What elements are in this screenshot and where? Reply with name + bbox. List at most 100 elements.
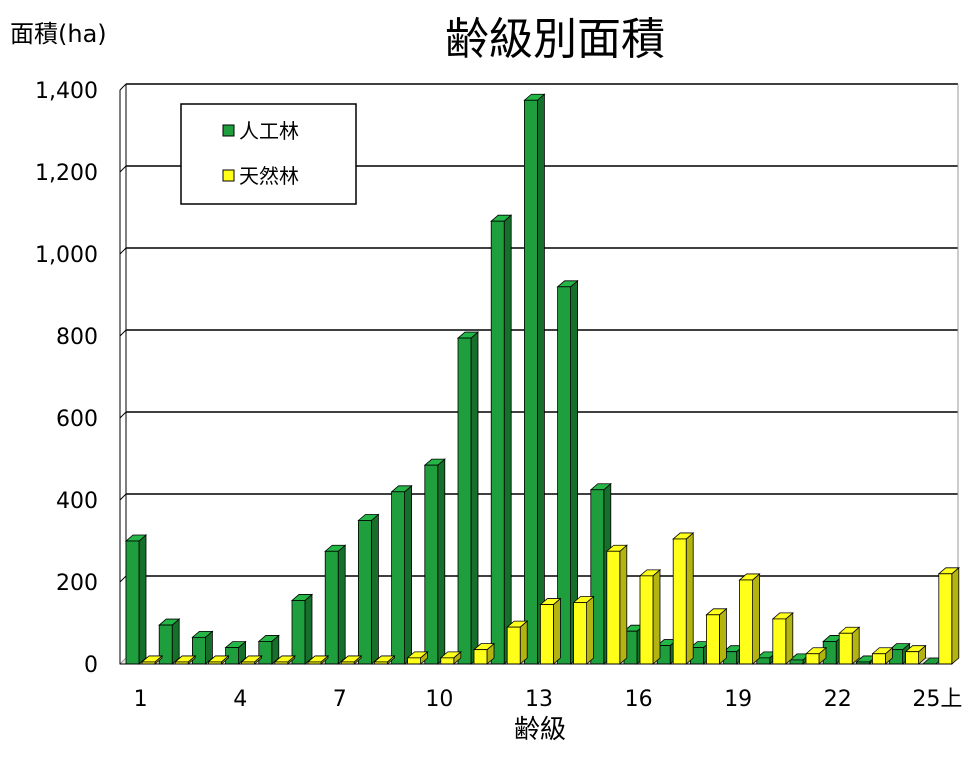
x-tick-label: 7 [333, 687, 347, 712]
legend-label: 天然林 [239, 164, 299, 188]
bar-front [524, 99, 538, 665]
bar-side [519, 620, 528, 665]
bar-natural-5 [273, 655, 296, 665]
bar-side [337, 544, 346, 665]
x-axis-label: 齢級 [514, 715, 566, 745]
bar-front [291, 600, 306, 665]
bar-plantation-11 [456, 331, 480, 665]
x-tick-label: 1 [134, 687, 148, 712]
bar-front [440, 657, 455, 665]
bar-plantation-6 [290, 593, 314, 665]
bar-front [706, 614, 720, 665]
bar-natural-1 [140, 655, 164, 665]
bar-side [553, 597, 561, 665]
bar-front [872, 653, 886, 665]
y-tick-label: 200 [56, 571, 98, 596]
bar-natural-18 [705, 607, 728, 665]
bar-front [457, 337, 472, 665]
bar-front [191, 636, 206, 665]
bar-natural-10 [439, 650, 462, 665]
bar-natural-23 [871, 646, 894, 665]
bar-plantation-10 [423, 458, 446, 665]
bar-front [639, 575, 654, 665]
x-tick-label: 19 [724, 687, 752, 712]
bar-plantation-2 [158, 618, 181, 665]
x-tick-label: 10 [425, 687, 453, 712]
legend-swatch [222, 124, 235, 137]
bar-side [752, 573, 760, 665]
bar-front [540, 604, 554, 665]
bar-side [370, 513, 379, 665]
x-tick-label: 16 [625, 687, 653, 712]
x-tick-label: 4 [233, 687, 247, 712]
bar-natural-4 [240, 655, 263, 665]
bar-natural-13 [539, 597, 562, 665]
bar-front [490, 220, 505, 665]
bar-natural-8 [373, 655, 396, 665]
bar-side [586, 595, 594, 665]
bar-front [739, 579, 753, 665]
bar-side [685, 532, 694, 665]
bar-side [171, 618, 180, 665]
bar-front [258, 641, 273, 665]
y-tick-label: 800 [56, 325, 98, 350]
bar-front [424, 464, 439, 665]
bar-natural-24 [904, 644, 927, 665]
bar-front [125, 540, 140, 665]
bar-natural-11 [472, 642, 496, 665]
y-tick-label: 0 [84, 653, 98, 678]
bar-front [357, 520, 372, 665]
bar-plantation-8 [357, 513, 380, 665]
bar-plantation-9 [390, 484, 413, 665]
bar-natural-22 [838, 626, 861, 665]
bar-plantation-7 [324, 544, 347, 665]
y-tick-label: 1,200 [35, 161, 98, 186]
bar-side [470, 331, 479, 665]
legend-swatch [222, 169, 235, 182]
bar-side [304, 593, 313, 665]
bar-front [838, 632, 853, 665]
bar-plantation-3 [191, 630, 214, 665]
gridline-depth [119, 329, 127, 337]
bar-front [905, 651, 919, 665]
bar-side [503, 214, 512, 665]
bar-side [619, 544, 628, 665]
bar-plantation-4 [224, 640, 247, 665]
axes: 0 200 400 600 800 1,000 1,200 1,400 1 4 7 10 13 16 19 2… [35, 79, 962, 712]
bar-natural-16 [638, 568, 662, 665]
gridline-depth [119, 247, 127, 255]
y-tick-label: 400 [56, 489, 98, 514]
bar-natural-17 [672, 532, 695, 665]
bar-side [785, 612, 794, 665]
bar-natural-20 [771, 612, 794, 665]
bar-side [404, 484, 413, 665]
bar-front [391, 491, 406, 665]
bar-front [324, 550, 339, 665]
bar-side [537, 93, 545, 665]
bar-side [437, 458, 446, 665]
bar-front [506, 626, 521, 665]
gridline-depth [119, 83, 127, 91]
legend-box [180, 103, 357, 205]
bar-natural-19 [738, 573, 761, 665]
bar-front [473, 649, 488, 665]
bars [124, 93, 960, 665]
y-tick-label: 600 [56, 407, 98, 432]
bar-plantation-12 [490, 214, 513, 665]
bar-natural-25上 [937, 566, 960, 665]
y-tick-label: 1,400 [35, 79, 98, 104]
bar-front [938, 573, 953, 665]
bar-natural-9 [406, 650, 429, 665]
bar-plantation-1 [124, 534, 148, 665]
bar-side [138, 534, 147, 665]
bar-front [407, 657, 422, 665]
bar-front [606, 550, 621, 665]
bar-plantation-5 [257, 634, 280, 665]
bar-front [789, 659, 804, 665]
bar-side [652, 568, 661, 665]
bar-side [951, 566, 960, 665]
y-tick-label: 1,000 [35, 243, 98, 268]
